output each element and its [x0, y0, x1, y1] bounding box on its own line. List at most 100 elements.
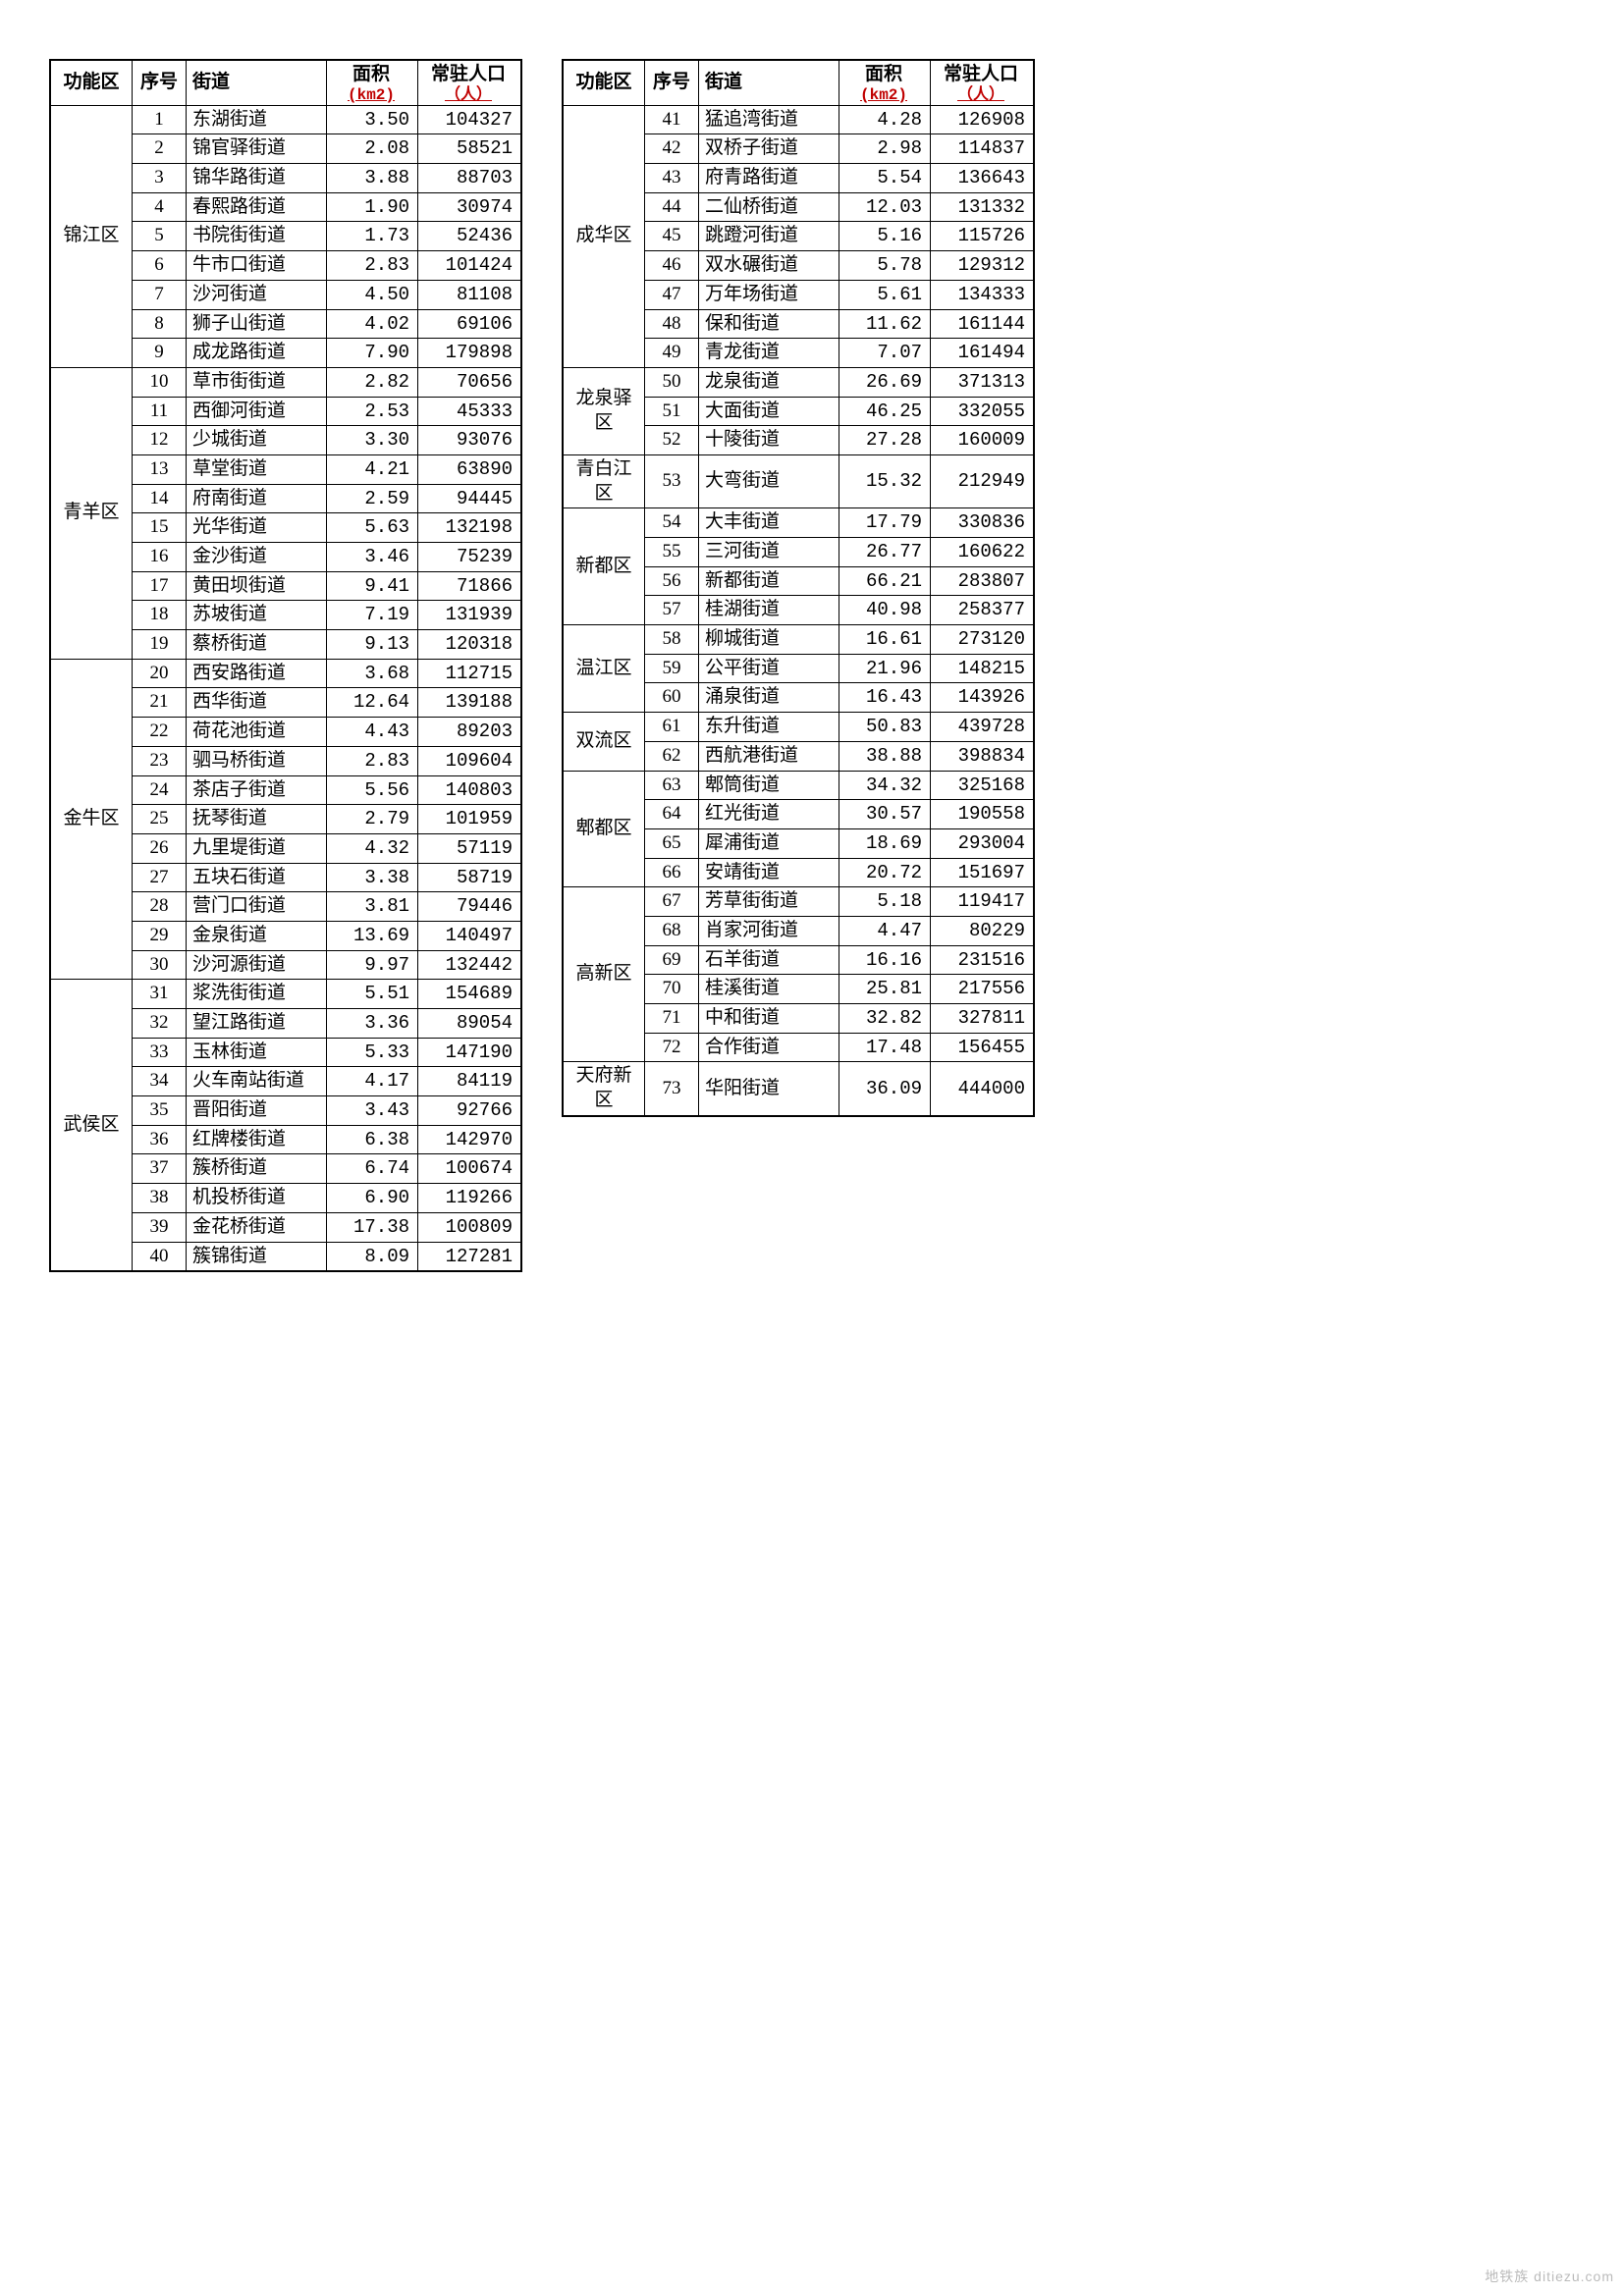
area-cell: 20.72 [839, 858, 931, 887]
fn-cell: 龙泉驿区 [563, 367, 645, 454]
idx-cell: 25 [133, 805, 187, 834]
pop-cell: 75239 [418, 543, 522, 572]
pop-cell: 136643 [931, 164, 1035, 193]
pop-cell: 70656 [418, 367, 522, 397]
area-cell: 27.28 [839, 426, 931, 455]
pop-cell: 231516 [931, 945, 1035, 975]
name-cell: 新都街道 [699, 566, 839, 596]
pop-cell: 398834 [931, 741, 1035, 771]
pop-cell: 93076 [418, 426, 522, 455]
idx-cell: 45 [645, 222, 699, 251]
idx-cell: 2 [133, 134, 187, 164]
area-cell: 9.97 [327, 950, 418, 980]
fn-cell: 温江区 [563, 625, 645, 713]
pop-cell: 217556 [931, 975, 1035, 1004]
idx-cell: 64 [645, 800, 699, 829]
fn-cell: 郫都区 [563, 771, 645, 887]
pop-cell: 52436 [418, 222, 522, 251]
table-row: 锦江区1东湖街道3.50104327 [50, 105, 521, 134]
name-cell: 驷马桥街道 [187, 746, 327, 775]
area-cell: 5.61 [839, 280, 931, 309]
idx-cell: 36 [133, 1125, 187, 1154]
fn-cell: 青白江区 [563, 454, 645, 507]
idx-cell: 6 [133, 251, 187, 281]
name-cell: 荷花池街道 [187, 718, 327, 747]
idx-cell: 56 [645, 566, 699, 596]
table-row: 武侯区31浆洗街街道5.51154689 [50, 980, 521, 1009]
name-cell: 锦官驿街道 [187, 134, 327, 164]
pop-cell: 45333 [418, 397, 522, 426]
header-area: 面积 (km2) [327, 60, 418, 105]
tables-container: 功能区 序号 街道 面积 (km2) 常驻人口 （人） 锦江区1东湖街道3.50… [49, 59, 1575, 1272]
idx-cell: 71 [645, 1004, 699, 1034]
pop-cell: 81108 [418, 280, 522, 309]
name-cell: 成龙路街道 [187, 339, 327, 368]
name-cell: 牛市口街道 [187, 251, 327, 281]
area-cell: 5.78 [839, 251, 931, 281]
area-cell: 6.38 [327, 1125, 418, 1154]
pop-cell: 94445 [418, 484, 522, 513]
name-cell: 蔡桥街道 [187, 630, 327, 660]
idx-cell: 46 [645, 251, 699, 281]
area-cell: 17.38 [327, 1212, 418, 1242]
pop-cell: 330836 [931, 508, 1035, 538]
idx-cell: 68 [645, 916, 699, 945]
name-cell: 望江路街道 [187, 1009, 327, 1039]
area-cell: 2.53 [327, 397, 418, 426]
pop-cell: 327811 [931, 1004, 1035, 1034]
pop-cell: 101424 [418, 251, 522, 281]
name-cell: 红牌楼街道 [187, 1125, 327, 1154]
area-cell: 3.43 [327, 1096, 418, 1126]
area-cell: 2.98 [839, 134, 931, 164]
idx-cell: 14 [133, 484, 187, 513]
pop-cell: 109604 [418, 746, 522, 775]
pop-cell: 154689 [418, 980, 522, 1009]
pop-cell: 134333 [931, 280, 1035, 309]
idx-cell: 31 [133, 980, 187, 1009]
idx-cell: 18 [133, 601, 187, 630]
pop-cell: 439728 [931, 713, 1035, 742]
area-cell: 4.43 [327, 718, 418, 747]
fn-cell: 锦江区 [50, 105, 133, 367]
header-name: 街道 [187, 60, 327, 105]
area-cell: 7.19 [327, 601, 418, 630]
idx-cell: 50 [645, 367, 699, 397]
pop-cell: 148215 [931, 654, 1035, 683]
idx-cell: 32 [133, 1009, 187, 1039]
name-cell: 万年场街道 [699, 280, 839, 309]
name-cell: 柳城街道 [699, 625, 839, 655]
area-cell: 17.48 [839, 1033, 931, 1062]
name-cell: 东升街道 [699, 713, 839, 742]
pop-cell: 190558 [931, 800, 1035, 829]
idx-cell: 53 [645, 454, 699, 507]
header-idx: 序号 [645, 60, 699, 105]
name-cell: 金沙街道 [187, 543, 327, 572]
area-cell: 5.54 [839, 164, 931, 193]
idx-cell: 34 [133, 1067, 187, 1096]
area-cell: 9.13 [327, 630, 418, 660]
pop-cell: 132442 [418, 950, 522, 980]
header-idx: 序号 [133, 60, 187, 105]
idx-cell: 52 [645, 426, 699, 455]
area-cell: 3.36 [327, 1009, 418, 1039]
pop-cell: 30974 [418, 192, 522, 222]
area-cell: 34.32 [839, 771, 931, 800]
name-cell: 东湖街道 [187, 105, 327, 134]
area-cell: 12.64 [327, 688, 418, 718]
name-cell: 双水碾街道 [699, 251, 839, 281]
area-cell: 1.73 [327, 222, 418, 251]
pop-cell: 119417 [931, 887, 1035, 917]
idx-cell: 62 [645, 741, 699, 771]
header-name: 街道 [699, 60, 839, 105]
name-cell: 草堂街道 [187, 454, 327, 484]
name-cell: 浆洗街街道 [187, 980, 327, 1009]
pop-cell: 371313 [931, 367, 1035, 397]
idx-cell: 10 [133, 367, 187, 397]
header-area-unit: (km2) [333, 87, 409, 103]
name-cell: 春熙路街道 [187, 192, 327, 222]
table-row: 青羊区10草市街街道2.8270656 [50, 367, 521, 397]
idx-cell: 35 [133, 1096, 187, 1126]
fn-cell: 青羊区 [50, 367, 133, 659]
header-pop-label: 常驻人口 [431, 64, 506, 85]
idx-cell: 5 [133, 222, 187, 251]
